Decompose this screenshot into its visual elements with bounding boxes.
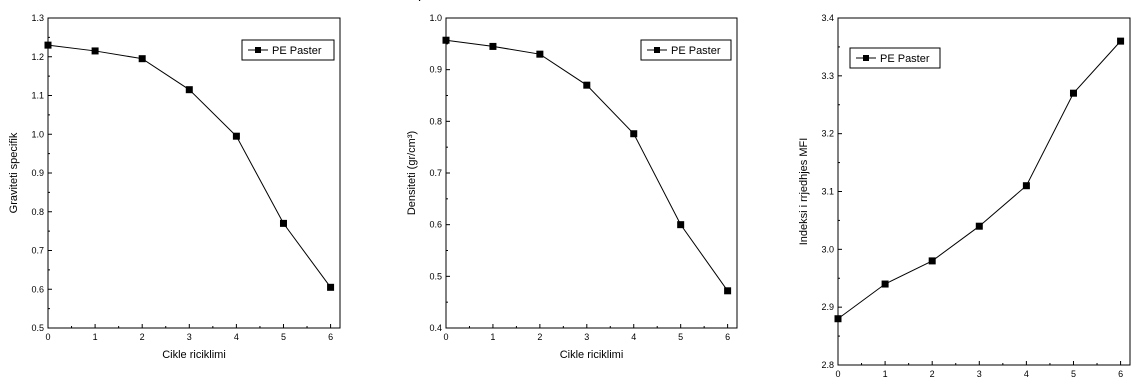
data-point: [91, 47, 99, 55]
x-tick-label: 5: [678, 332, 683, 342]
y-tick-label: 0.7: [31, 246, 44, 256]
data-point: [327, 283, 335, 291]
y-tick-label: 0.5: [31, 323, 44, 333]
y-tick-label: 1.0: [429, 13, 442, 23]
legend: PE Paster: [640, 39, 732, 61]
legend-box: [640, 39, 732, 61]
y-tick-label: 3.3: [821, 71, 834, 81]
x-tick-label: 0: [45, 332, 50, 342]
x-tick-label: 2: [537, 332, 542, 342]
y-tick-label: 1.2: [31, 52, 44, 62]
chart-indeksi-mfi: 2.82.93.03.13.23.33.40123456Cikle ricikl…: [798, 13, 1131, 379]
x-tick-label: 0: [443, 332, 448, 342]
legend: PE Paster: [241, 39, 335, 61]
y-tick-label: 1.0: [31, 129, 44, 139]
y-tick-label: 0.8: [429, 116, 442, 126]
data-point: [881, 280, 889, 288]
y-tick-label: 1.3: [31, 13, 44, 23]
legend-box: [241, 39, 335, 61]
data-point: [677, 221, 685, 229]
data-point: [232, 132, 240, 140]
header-fragment: pasi: [418, 0, 444, 1]
data-point: [928, 257, 936, 265]
series-line: [47, 44, 331, 288]
legend: PE Paster: [849, 47, 941, 69]
x-tick-label: 4: [234, 332, 239, 342]
chart-densiteti: 0.4 0.5 0.6 0.7 0.8 0.9 1.0 0 1 2 3 4 5 6 Cikle ricikl…: [406, 13, 738, 361]
y-axis-title: Indeksi i rrjedhjes MFI: [798, 138, 810, 246]
x-tick-label: 3: [187, 332, 192, 342]
y-tick-label: 3.1: [821, 187, 834, 197]
legend-box: [849, 47, 941, 69]
x-tick-label: 3: [977, 369, 982, 379]
x-tick-label: 3: [584, 332, 589, 342]
legend-label: PE Paster: [671, 45, 721, 57]
data-point: [489, 42, 497, 50]
legend-marker: [654, 47, 660, 53]
legend-label: PE Paster: [880, 53, 930, 65]
x-tick-label: 1: [93, 332, 98, 342]
x-tick-label: 6: [1118, 369, 1123, 379]
data-point: [1069, 89, 1077, 97]
x-tick-label: 2: [930, 369, 935, 379]
plot-frame: [445, 17, 738, 329]
y-tick-label: 0.6: [31, 284, 44, 294]
y-tick-label: 0.9: [31, 168, 44, 178]
x-tick-label: 1: [883, 369, 888, 379]
data-point: [975, 222, 983, 230]
data-point: [536, 50, 544, 58]
data-point: [44, 41, 52, 49]
y-axis-title: Densiteti (gr/cm³): [406, 131, 418, 215]
y-axis-title: Graviteti specifik: [8, 132, 20, 213]
legend-label: PE Paster: [272, 45, 322, 57]
data-point: [724, 287, 732, 295]
legend-marker: [863, 55, 869, 61]
y-tick-label: 0.6: [429, 220, 442, 230]
y-tick-label: 0.7: [429, 168, 442, 178]
x-tick-label: 6: [725, 332, 730, 342]
plot-frame: [837, 17, 1131, 366]
data-point: [1022, 182, 1030, 190]
y-tick-label: 3.2: [821, 129, 834, 139]
x-tick-label: 5: [1071, 369, 1076, 379]
data-point: [630, 130, 638, 138]
y-tick-label: 3.4: [821, 13, 834, 23]
y-tick-label: 1.1: [31, 91, 44, 101]
x-axis-title: Cikle riciklimi: [162, 349, 226, 361]
x-tick-label: 5: [281, 332, 286, 342]
x-tick-label: 2: [140, 332, 145, 342]
x-tick-label: 4: [631, 332, 636, 342]
y-tick-label: 2.8: [821, 360, 834, 370]
x-tick-label: 1: [490, 332, 495, 342]
data-point: [834, 315, 842, 323]
legend-marker: [255, 47, 261, 53]
x-tick-label: 0: [835, 369, 840, 379]
series-line: [445, 39, 729, 292]
data-point: [185, 86, 193, 94]
data-point: [1117, 37, 1125, 45]
chart-graviteti-specifik: 0.5 0.6 0.7 0.8 0.9 1.0 1.1 1.2 1.3 0 1 2 3 4 5 6 Cikle …: [8, 13, 341, 361]
y-tick-label: 0.4: [429, 323, 442, 333]
data-point: [442, 36, 450, 44]
data-point: [279, 219, 287, 227]
y-tick-label: 0.5: [429, 271, 442, 281]
y-tick-label: 2.9: [821, 302, 834, 312]
y-tick-label: 0.8: [31, 207, 44, 217]
x-tick-label: 6: [328, 332, 333, 342]
data-point: [583, 81, 591, 89]
data-point: [138, 55, 146, 63]
y-tick-label: 3.0: [821, 244, 834, 254]
series-line: [837, 40, 1121, 320]
x-tick-label: 4: [1024, 369, 1029, 379]
x-axis-title: Cikle riciklimi: [560, 349, 624, 361]
y-tick-label: 0.9: [429, 65, 442, 75]
plot-frame: [47, 17, 341, 329]
